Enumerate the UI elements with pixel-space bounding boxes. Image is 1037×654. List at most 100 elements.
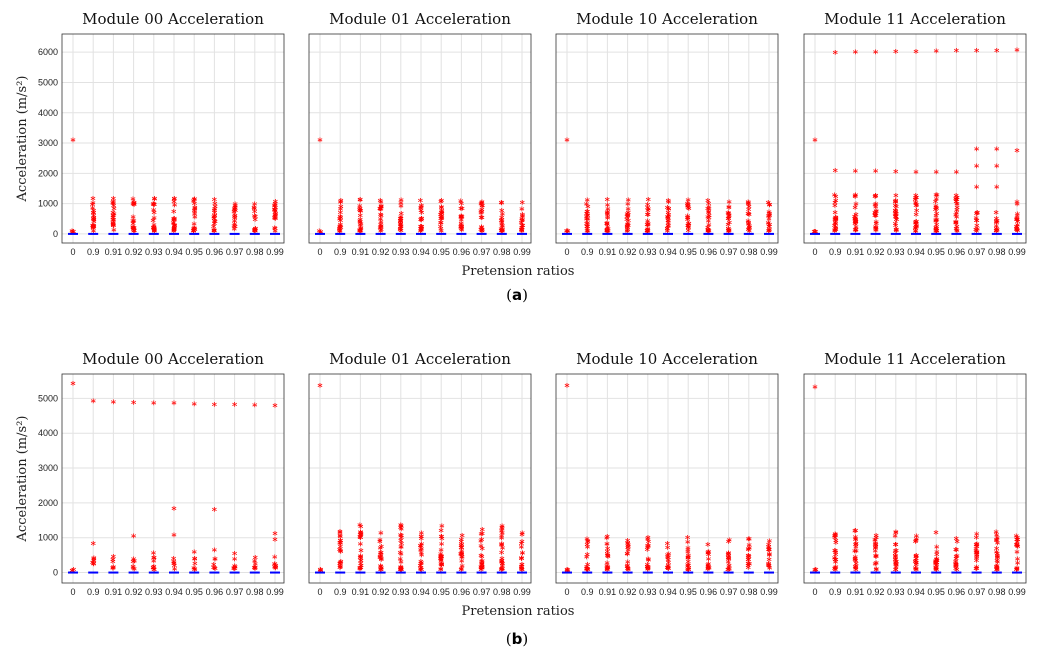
outlier-point: * xyxy=(686,222,692,233)
outlier-point: * xyxy=(933,530,939,541)
outlier-point: * xyxy=(853,227,859,238)
outlier-point: * xyxy=(644,222,650,233)
outlier-point: * xyxy=(151,201,157,212)
outlier-point: * xyxy=(438,557,444,568)
outlier-point: * xyxy=(665,552,671,563)
outlier-point: * xyxy=(1014,533,1020,544)
outlier-point: * xyxy=(130,563,136,574)
outlier-point: * xyxy=(399,523,405,534)
outlier-point: * xyxy=(358,535,364,546)
outlier-point: * xyxy=(685,562,691,573)
outlier-point: * xyxy=(273,563,279,574)
x-tick-label: 0.94 xyxy=(659,587,677,597)
outlier-point: * xyxy=(746,227,752,238)
outlier-point: * xyxy=(974,210,980,221)
outlier-point: * xyxy=(70,381,76,392)
x-tick-label: 0 xyxy=(564,247,569,257)
outlier-point: * xyxy=(934,226,940,237)
outlier-point: * xyxy=(378,545,384,556)
outlier-point: * xyxy=(766,220,772,231)
outlier-point: * xyxy=(273,211,279,222)
outlier-point: * xyxy=(130,221,136,232)
outlier-point: * xyxy=(171,505,177,516)
outlier-point: * xyxy=(874,209,880,220)
outlier-point: * xyxy=(131,227,137,238)
outlier-point: * xyxy=(995,218,1001,229)
outlier-point: * xyxy=(853,227,859,238)
outlier-point: * xyxy=(131,558,137,569)
outlier-point: * xyxy=(91,210,97,221)
outlier-point: * xyxy=(584,201,590,212)
outlier-point: * xyxy=(479,224,485,235)
outlier-point: * xyxy=(893,208,899,219)
outlier-point: * xyxy=(272,561,278,572)
outlier-point: * xyxy=(994,564,1000,575)
outlier-point: * xyxy=(438,547,444,558)
plot-frame xyxy=(61,33,285,244)
outlier-point: * xyxy=(914,223,920,234)
outlier-point: * xyxy=(893,198,899,209)
outlier-point: * xyxy=(1015,544,1021,555)
outlier-point: * xyxy=(893,530,899,541)
outlier-point: * xyxy=(625,563,631,574)
outlier-point: * xyxy=(685,217,691,228)
outlier-point: * xyxy=(499,214,505,225)
outlier-point: * xyxy=(399,544,405,555)
outlier-point: * xyxy=(767,565,773,576)
outlier-point: * xyxy=(726,211,732,222)
outlier-point: * xyxy=(398,559,404,570)
outlier-point: * xyxy=(252,213,258,224)
outlier-point: * xyxy=(585,213,591,224)
x-tick-label: 0.91 xyxy=(599,587,617,597)
outlier-point: * xyxy=(705,225,711,236)
outlier-point: * xyxy=(500,561,506,572)
outlier-point: * xyxy=(746,225,752,236)
outlier-point: * xyxy=(439,561,445,572)
outlier-point: * xyxy=(767,224,773,235)
outlier-point: * xyxy=(893,213,899,224)
outlier-point: * xyxy=(994,47,1000,58)
outlier-point: * xyxy=(954,219,960,230)
outlier-point: * xyxy=(111,223,117,234)
y-tick-label: 0 xyxy=(53,229,58,239)
outlier-point: * xyxy=(338,563,344,574)
outlier-point: * xyxy=(377,554,383,565)
outlier-point: * xyxy=(933,205,939,216)
outlier-point: * xyxy=(685,535,691,546)
outlier-point: * xyxy=(378,212,384,223)
outlier-point: * xyxy=(172,195,178,206)
outlier-point: * xyxy=(252,566,258,577)
outlier-point: * xyxy=(767,547,773,558)
outlier-point: * xyxy=(91,541,97,552)
outlier-point: * xyxy=(746,553,752,564)
outlier-point: * xyxy=(686,224,692,235)
outlier-point: * xyxy=(604,541,610,552)
outlier-point: * xyxy=(192,211,198,222)
outlier-point: * xyxy=(358,529,364,540)
outlier-point: * xyxy=(418,563,424,574)
x-tick-label: 0.96 xyxy=(948,587,966,597)
outlier-point: * xyxy=(480,202,486,213)
x-tick-label: 0.97 xyxy=(968,587,986,597)
outlier-point: * xyxy=(458,214,464,225)
outlier-point: * xyxy=(150,564,156,575)
outlier-point: * xyxy=(439,562,445,573)
outlier-point: * xyxy=(398,537,404,548)
x-tick-label: 0.99 xyxy=(1008,247,1026,257)
x-tick-label: 0.93 xyxy=(639,247,657,257)
outlier-point: * xyxy=(645,222,651,233)
outlier-point: * xyxy=(272,564,278,575)
outlier-point: * xyxy=(746,556,752,567)
outlier-point: * xyxy=(914,208,920,219)
outlier-point: * xyxy=(604,227,610,238)
outlier-point: * xyxy=(767,221,773,232)
outlier-point: * xyxy=(995,540,1001,551)
outlier-point: * xyxy=(90,225,96,236)
outlier-point: * xyxy=(398,221,404,232)
outlier-point: * xyxy=(706,552,712,563)
outlier-point: * xyxy=(398,223,404,234)
outlier-point: * xyxy=(746,219,752,230)
outlier-point: * xyxy=(955,539,961,550)
outlier-point: * xyxy=(520,217,526,228)
